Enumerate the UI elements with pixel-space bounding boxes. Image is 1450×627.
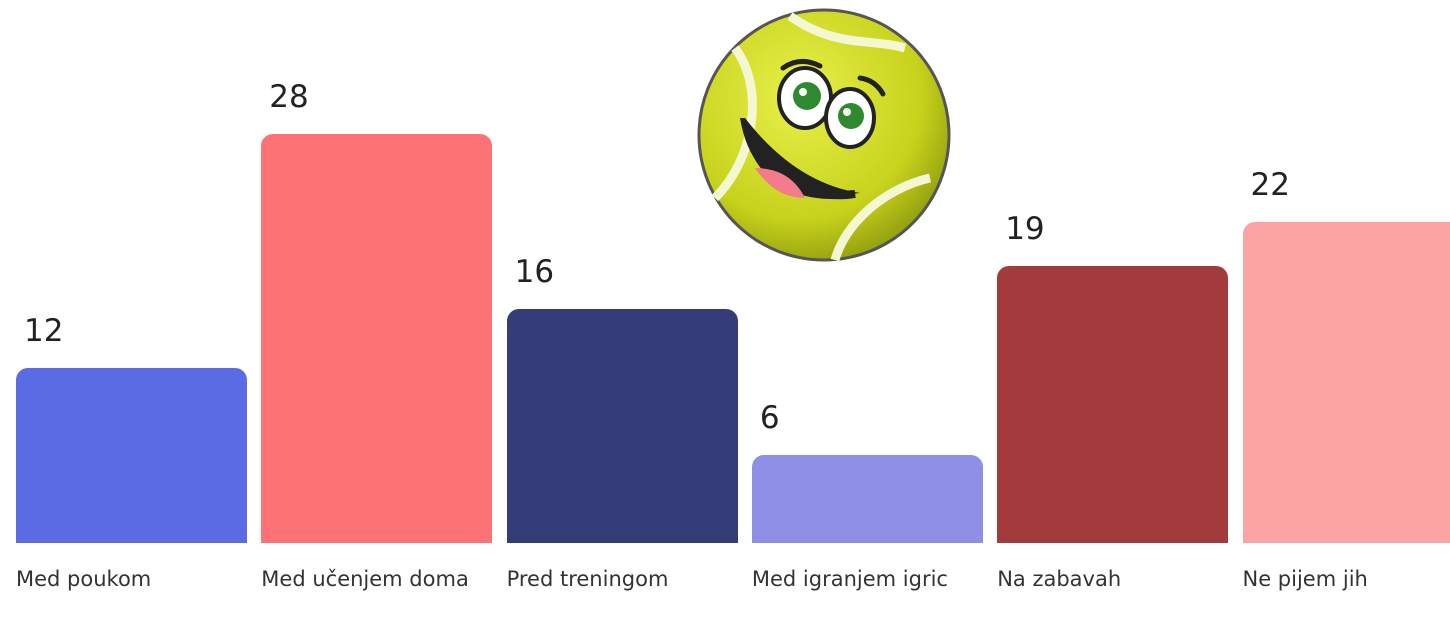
category-label: Med učenjem doma <box>261 567 469 591</box>
value-label: 6 <box>759 400 780 437</box>
value-label: 16 <box>514 254 555 291</box>
bar <box>1242 221 1450 543</box>
value-label: 19 <box>1005 210 1045 247</box>
category-label: Ne pijem jih <box>1242 567 1368 591</box>
category-label: Med poukom <box>16 567 152 591</box>
bar <box>506 309 738 543</box>
bar <box>751 455 983 543</box>
value-label: 12 <box>24 312 64 349</box>
value-label: 28 <box>269 79 309 116</box>
category-label: Pred treningom <box>506 567 669 591</box>
bar <box>261 134 493 543</box>
bar <box>16 367 247 543</box>
bar <box>997 265 1229 543</box>
category-label: Na zabavah <box>997 567 1122 591</box>
category-label: Med igranjem igric <box>751 567 948 591</box>
value-label: 22 <box>1250 166 1290 203</box>
tennis-ball-illustration <box>697 8 951 262</box>
